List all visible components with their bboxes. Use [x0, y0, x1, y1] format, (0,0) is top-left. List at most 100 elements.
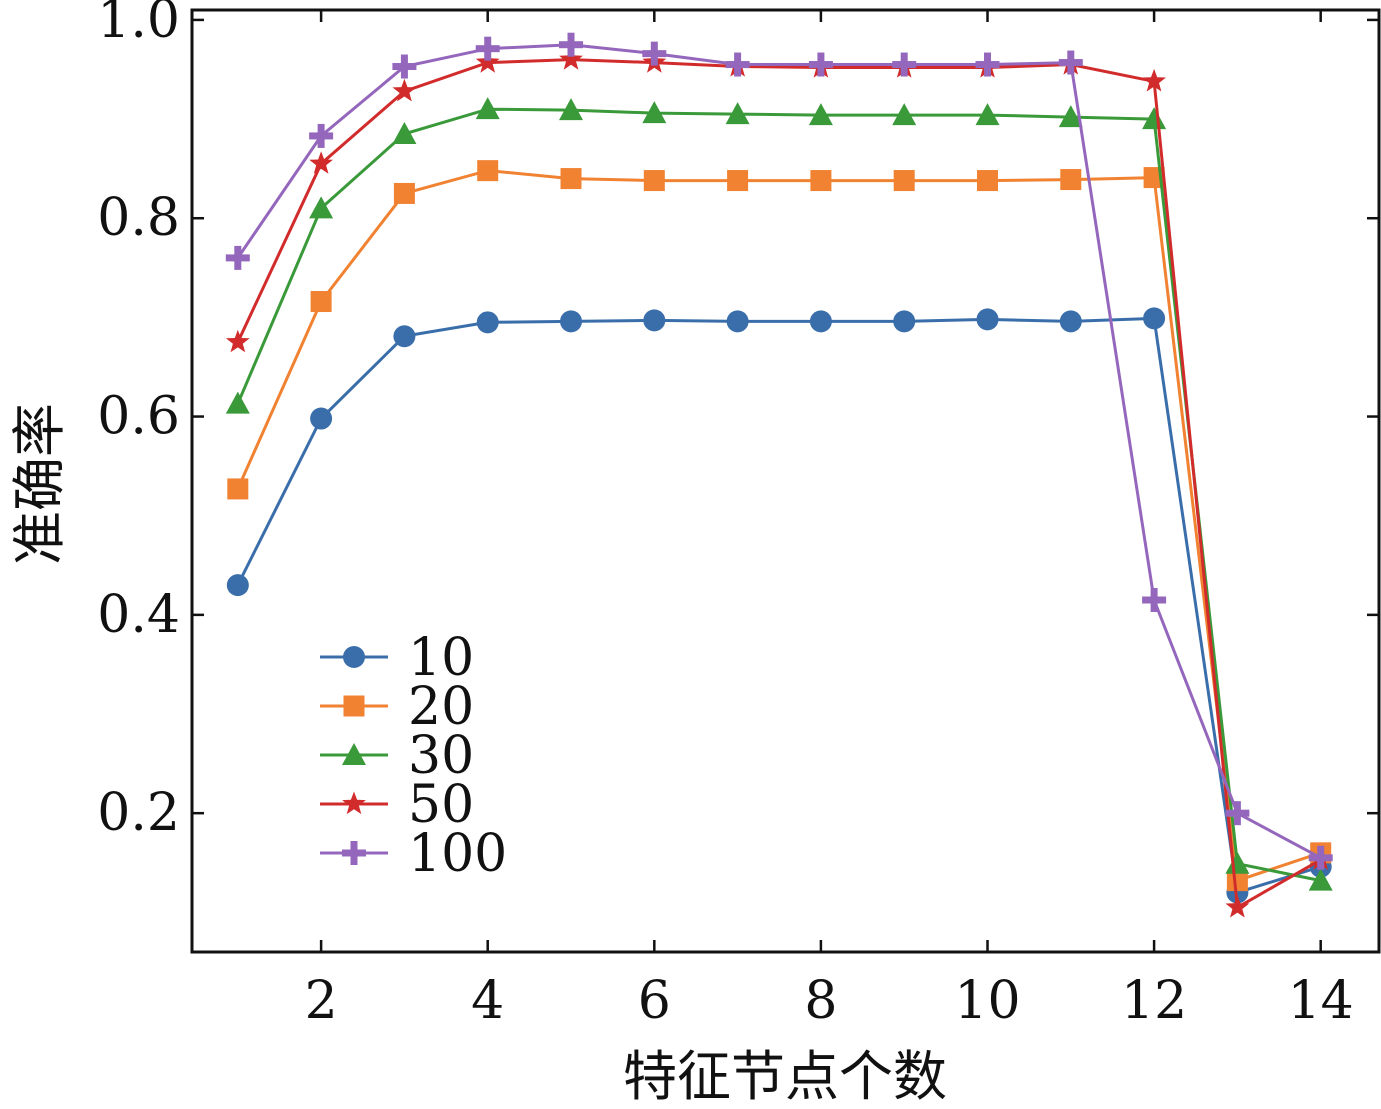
data-point-10	[976, 308, 999, 331]
data-point-10	[393, 325, 416, 348]
data-point-20	[477, 160, 499, 182]
data-point-30	[808, 103, 833, 126]
x-tick-label: 14	[1288, 971, 1354, 1031]
data-point-100	[1058, 50, 1083, 75]
legend-marker	[343, 695, 365, 717]
marker-plus-v	[234, 245, 242, 270]
data-point-10	[560, 310, 583, 333]
series-line-20	[236, 169, 1322, 883]
data-point-10	[893, 310, 916, 333]
x-tick-label: 2	[305, 971, 338, 1031]
series-layer	[225, 32, 1333, 918]
legend-item-50: 50	[320, 775, 474, 835]
series-line-100	[236, 43, 1322, 860]
data-point-100	[808, 52, 833, 77]
marker-plus-v	[484, 36, 492, 61]
series-20	[227, 160, 1332, 892]
data-point-100	[725, 52, 750, 77]
data-point-50	[1225, 894, 1250, 918]
legend-item-100: 100	[320, 824, 507, 884]
data-point-20	[310, 291, 332, 313]
data-point-20	[393, 182, 415, 204]
plot-area-frame	[190, 8, 1381, 954]
data-point-10	[476, 311, 499, 334]
x-tick-label: 8	[804, 971, 837, 1031]
legend-marker	[342, 743, 366, 765]
x-tick-label: 4	[471, 971, 504, 1031]
marker-plus-v	[567, 32, 575, 57]
y-tick-label: 0.2	[97, 783, 180, 843]
data-point-10	[310, 407, 333, 430]
data-point-100	[392, 54, 417, 79]
series-line-10	[236, 316, 1322, 895]
data-point-30	[309, 196, 334, 219]
data-point-10	[643, 309, 666, 332]
data-point-30	[392, 121, 417, 144]
data-point-10	[226, 574, 249, 597]
series-line-50	[236, 58, 1322, 910]
data-point-20	[810, 170, 832, 192]
x-tick-label: 12	[1121, 971, 1187, 1031]
data-point-100	[559, 32, 584, 57]
data-point-100	[1142, 587, 1167, 612]
series-30	[225, 97, 1333, 891]
legend-label: 50	[408, 775, 474, 835]
data-point-50	[225, 329, 250, 353]
y-tick-label: 0.8	[97, 188, 180, 248]
legend-marker	[342, 841, 366, 865]
legend-item-10: 10	[320, 628, 474, 688]
data-point-50	[475, 50, 500, 73]
data-point-30	[559, 98, 584, 121]
data-point-20	[1226, 870, 1248, 892]
data-point-30	[975, 103, 1000, 126]
data-point-100	[225, 245, 250, 270]
legend-item-30: 30	[320, 726, 474, 786]
data-point-100	[892, 52, 917, 77]
data-point-100	[1225, 801, 1250, 826]
marker-plus-v	[734, 52, 742, 77]
data-point-30	[1308, 868, 1333, 891]
marker-plus-v	[983, 52, 991, 77]
legend-marker	[343, 646, 365, 668]
data-point-20	[1060, 169, 1082, 191]
marker-plus-v	[900, 52, 908, 77]
data-point-100	[1308, 845, 1333, 870]
legend-item-20: 20	[320, 677, 474, 737]
data-point-30	[892, 103, 917, 126]
series-line-30	[236, 107, 1321, 883]
data-point-20	[727, 170, 749, 192]
data-point-50	[392, 78, 417, 102]
data-point-30	[725, 102, 750, 125]
data-point-100	[975, 52, 1000, 77]
marker-plus-v	[400, 54, 408, 79]
data-point-30	[225, 391, 250, 414]
data-point-30	[1142, 107, 1167, 130]
y-tick-label: 0.6	[97, 387, 180, 447]
data-point-50	[559, 47, 583, 70]
marker-plus-v	[1317, 845, 1325, 870]
data-point-30	[1225, 851, 1250, 874]
marker-plus-v	[350, 841, 358, 865]
marker-plus-v	[1150, 587, 1158, 612]
data-point-20	[976, 170, 998, 192]
legend-label: 100	[408, 824, 507, 884]
data-point-10	[1059, 310, 1082, 333]
ticks-layer: 2 4 6 8 10 12 14 0.2 0.4 0.6 0.8 1.0	[97, 0, 1379, 1031]
data-point-10	[1143, 307, 1166, 330]
data-point-10	[726, 310, 749, 333]
x-axis-title: 特征节点个数	[623, 1045, 947, 1108]
legend-label: 30	[408, 726, 474, 786]
data-point-50	[309, 151, 333, 174]
data-point-30	[1058, 105, 1083, 128]
data-point-100	[309, 123, 334, 148]
series-50	[225, 47, 1333, 918]
data-point-20	[227, 478, 249, 500]
x-tick-label: 10	[954, 971, 1020, 1031]
y-tick-label: 1.0	[97, 0, 180, 50]
marker-plus-v	[1233, 801, 1241, 826]
x-tick-label: 6	[638, 971, 671, 1031]
data-point-30	[475, 97, 500, 120]
series-100	[225, 32, 1333, 870]
